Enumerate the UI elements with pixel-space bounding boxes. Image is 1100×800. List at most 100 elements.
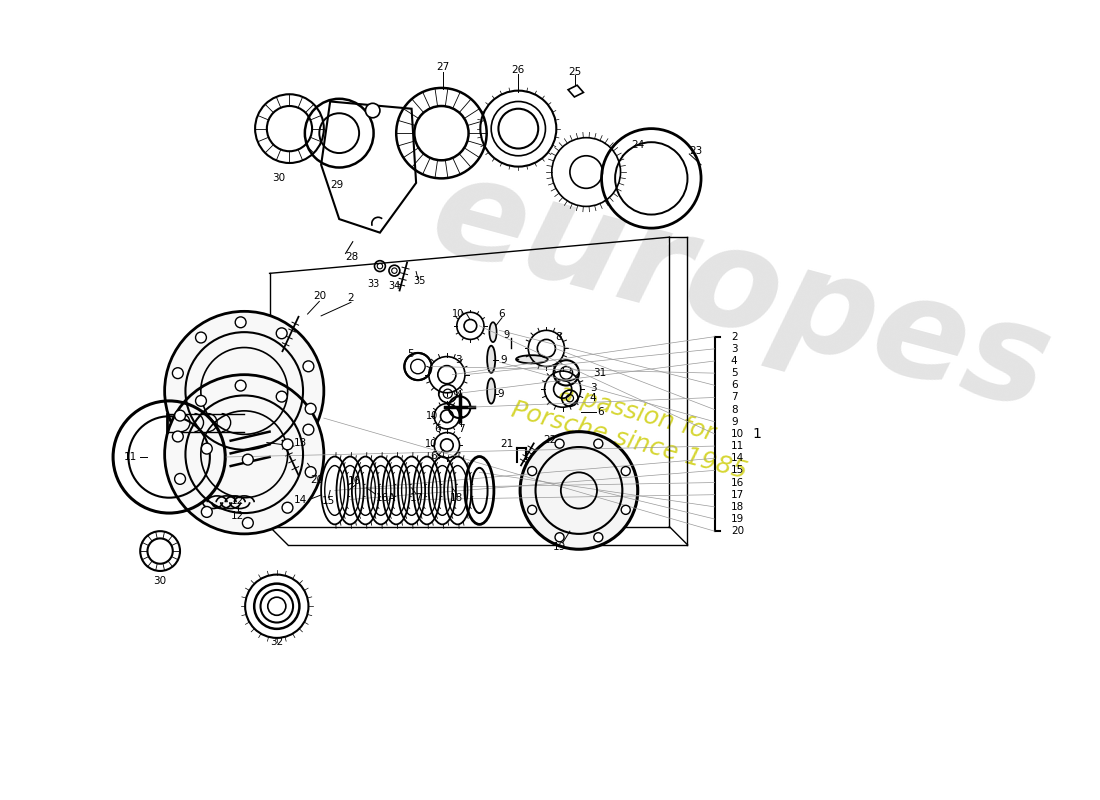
Circle shape [235,317,246,328]
Text: 9: 9 [730,417,737,426]
Circle shape [242,454,253,465]
Text: 9: 9 [497,389,504,398]
Circle shape [242,518,253,528]
Ellipse shape [487,346,495,373]
Text: 16: 16 [348,477,361,486]
Circle shape [621,466,630,475]
Text: 18: 18 [730,502,745,512]
Circle shape [201,443,212,454]
Text: 1: 1 [752,427,761,441]
Circle shape [173,368,184,378]
Circle shape [365,103,380,118]
Text: 19: 19 [552,542,565,551]
Text: 34: 34 [388,281,400,291]
Text: 6: 6 [498,309,505,319]
Circle shape [282,502,293,513]
Text: 30: 30 [272,174,285,183]
Text: 4: 4 [455,390,462,399]
Text: 33: 33 [367,279,380,290]
Text: 11: 11 [124,452,138,462]
Circle shape [305,466,316,478]
Circle shape [235,380,246,391]
Circle shape [165,311,323,470]
Text: 20: 20 [310,474,323,485]
Text: 16: 16 [730,478,745,487]
Text: 15: 15 [730,466,745,475]
Text: 17: 17 [409,493,422,502]
Text: 3: 3 [590,383,596,394]
Ellipse shape [487,378,495,404]
Circle shape [594,533,603,542]
Text: 6: 6 [434,424,441,434]
Text: europes: europes [418,144,1065,438]
Text: 6: 6 [430,451,437,461]
Text: 28: 28 [345,252,359,262]
Circle shape [302,361,313,372]
Circle shape [520,432,638,550]
Text: 7: 7 [730,393,737,402]
Circle shape [276,391,287,402]
Circle shape [165,374,323,534]
Text: 10: 10 [730,429,744,439]
Text: 12: 12 [231,496,244,506]
Text: 20: 20 [730,526,744,536]
Text: 13: 13 [294,438,307,447]
Circle shape [305,403,316,414]
Text: 9: 9 [503,330,509,340]
Text: 29: 29 [330,180,343,190]
Text: 4: 4 [590,393,596,403]
Text: 5: 5 [730,368,737,378]
Circle shape [173,431,184,442]
Text: 14: 14 [295,494,308,505]
Text: 3: 3 [730,344,737,354]
Text: 14: 14 [730,454,745,463]
Text: 7: 7 [458,424,464,434]
Circle shape [556,533,564,542]
Text: 26: 26 [512,65,525,75]
Text: 6: 6 [730,380,737,390]
Text: 10: 10 [425,439,437,450]
Text: 3: 3 [455,355,462,365]
Text: 12: 12 [231,510,244,521]
Text: 32: 32 [271,638,284,647]
Text: 22: 22 [542,435,556,445]
Text: 31: 31 [593,368,607,378]
Text: 17: 17 [730,490,745,500]
Text: 35: 35 [414,277,426,286]
Ellipse shape [490,322,496,342]
Circle shape [528,466,537,475]
Circle shape [196,395,207,406]
Circle shape [302,424,313,435]
Text: 20: 20 [312,291,326,301]
Text: 15: 15 [321,496,336,506]
Circle shape [528,506,537,514]
Circle shape [594,439,603,448]
Text: 10: 10 [452,309,464,319]
Text: 4: 4 [730,356,737,366]
Text: 9: 9 [500,355,507,365]
Circle shape [201,506,212,518]
Text: 23: 23 [690,146,703,156]
Text: 2: 2 [348,293,354,302]
Text: 16A: 16A [375,493,396,502]
Text: 6: 6 [597,406,604,417]
Circle shape [621,506,630,514]
Text: 19: 19 [730,514,745,524]
Text: 2: 2 [730,332,737,342]
Circle shape [556,439,564,448]
Text: 8: 8 [556,332,562,342]
Text: 10: 10 [426,411,438,422]
Text: 11: 11 [730,441,745,451]
Circle shape [276,328,287,338]
Text: 18: 18 [450,493,463,502]
Text: 25: 25 [569,66,582,77]
Circle shape [175,474,186,484]
Text: 30: 30 [154,576,167,586]
Text: a passion for
Porsche since 1985: a passion for Porsche since 1985 [509,370,757,484]
Circle shape [175,410,186,421]
Text: 8: 8 [730,405,737,414]
Text: 5: 5 [407,349,414,359]
Text: 27: 27 [437,62,450,72]
Text: 21: 21 [500,439,514,450]
Ellipse shape [516,355,548,363]
